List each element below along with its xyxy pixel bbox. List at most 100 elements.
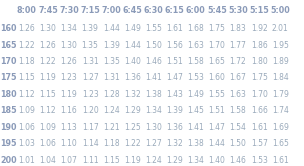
Text: 1.21: 1.21 <box>103 123 119 132</box>
Text: 1.86: 1.86 <box>251 41 268 49</box>
Text: 1.01: 1.01 <box>18 156 35 165</box>
Text: 8:00: 8:00 <box>17 6 37 15</box>
Text: 1.41: 1.41 <box>145 73 162 82</box>
Text: 5:45: 5:45 <box>207 6 227 15</box>
Text: 1.34: 1.34 <box>60 24 78 33</box>
Text: 1.50: 1.50 <box>230 139 247 148</box>
Text: 1.54: 1.54 <box>230 123 247 132</box>
Text: 1.92: 1.92 <box>251 24 268 33</box>
Text: 1.36: 1.36 <box>166 123 183 132</box>
Text: 160: 160 <box>0 24 17 33</box>
Text: 1.35: 1.35 <box>103 57 120 66</box>
Text: 1.22: 1.22 <box>124 139 141 148</box>
Text: 1.77: 1.77 <box>230 41 247 49</box>
Text: 6:45: 6:45 <box>123 6 142 15</box>
Text: 1.67: 1.67 <box>230 73 247 82</box>
Text: 1.40: 1.40 <box>209 156 225 165</box>
Text: 165: 165 <box>0 41 17 49</box>
Text: 5:30: 5:30 <box>228 6 248 15</box>
Text: 1.15: 1.15 <box>40 90 56 99</box>
Text: 1.47: 1.47 <box>209 123 225 132</box>
Text: 1.26: 1.26 <box>60 57 78 66</box>
Text: 1.22: 1.22 <box>19 41 35 49</box>
Text: 1.38: 1.38 <box>187 139 204 148</box>
Text: 1.41: 1.41 <box>187 123 204 132</box>
Text: 1.89: 1.89 <box>272 57 289 66</box>
Text: 1.44: 1.44 <box>209 139 225 148</box>
Text: 1.43: 1.43 <box>166 90 183 99</box>
Text: 1.30: 1.30 <box>40 24 56 33</box>
Text: 1.31: 1.31 <box>103 73 120 82</box>
Text: 1.03: 1.03 <box>18 139 35 148</box>
Text: 7:15: 7:15 <box>80 6 100 15</box>
Text: 1.34: 1.34 <box>187 156 204 165</box>
Text: 1.07: 1.07 <box>60 156 78 165</box>
Text: 1.22: 1.22 <box>40 57 56 66</box>
Text: 1.28: 1.28 <box>103 90 119 99</box>
Text: 1.49: 1.49 <box>187 90 204 99</box>
Text: 1.84: 1.84 <box>272 73 289 82</box>
Text: 1.26: 1.26 <box>40 41 56 49</box>
Text: 1.15: 1.15 <box>103 156 120 165</box>
Text: 1.80: 1.80 <box>251 57 268 66</box>
Text: 1.20: 1.20 <box>82 106 98 115</box>
Text: 1.23: 1.23 <box>82 90 98 99</box>
Text: 1.58: 1.58 <box>187 57 204 66</box>
Text: 1.45: 1.45 <box>187 106 204 115</box>
Text: 1.09: 1.09 <box>40 123 56 132</box>
Text: 6:30: 6:30 <box>144 6 163 15</box>
Text: 1.29: 1.29 <box>166 156 183 165</box>
Text: 1.65: 1.65 <box>272 139 289 148</box>
Text: 1.53: 1.53 <box>187 73 204 82</box>
Text: 1.47: 1.47 <box>166 73 183 82</box>
Text: 1.18: 1.18 <box>19 57 35 66</box>
Text: 1.24: 1.24 <box>103 106 120 115</box>
Text: 1.63: 1.63 <box>187 41 204 49</box>
Text: 1.19: 1.19 <box>124 156 141 165</box>
Text: 1.06: 1.06 <box>40 139 56 148</box>
Text: 1.44: 1.44 <box>103 24 120 33</box>
Text: 7:45: 7:45 <box>38 6 58 15</box>
Text: 1.39: 1.39 <box>82 24 98 33</box>
Text: 1.04: 1.04 <box>40 156 56 165</box>
Text: 1.70: 1.70 <box>209 41 225 49</box>
Text: 1.30: 1.30 <box>60 41 78 49</box>
Text: 1.61: 1.61 <box>251 123 268 132</box>
Text: 1.44: 1.44 <box>124 41 141 49</box>
Text: 1.17: 1.17 <box>82 123 98 132</box>
Text: 175: 175 <box>0 73 17 82</box>
Text: 1.09: 1.09 <box>18 106 35 115</box>
Text: 1.35: 1.35 <box>82 41 98 49</box>
Text: 7:30: 7:30 <box>59 6 79 15</box>
Text: 1.24: 1.24 <box>145 156 162 165</box>
Text: 1.27: 1.27 <box>82 73 98 82</box>
Text: 1.69: 1.69 <box>272 123 289 132</box>
Text: 1.32: 1.32 <box>124 90 141 99</box>
Text: 1.26: 1.26 <box>18 24 35 33</box>
Text: 1.39: 1.39 <box>103 41 120 49</box>
Text: 1.34: 1.34 <box>145 106 162 115</box>
Text: 1.12: 1.12 <box>40 106 56 115</box>
Text: 1.14: 1.14 <box>82 139 98 148</box>
Text: 1.68: 1.68 <box>187 24 204 33</box>
Text: 1.18: 1.18 <box>103 139 119 148</box>
Text: 1.32: 1.32 <box>166 139 183 148</box>
Text: 1.13: 1.13 <box>60 123 78 132</box>
Text: 1.19: 1.19 <box>60 90 78 99</box>
Text: 1.60: 1.60 <box>209 73 225 82</box>
Text: 1.23: 1.23 <box>60 73 78 82</box>
Text: 1.61: 1.61 <box>166 24 183 33</box>
Text: 1.57: 1.57 <box>251 139 268 148</box>
Text: 1.79: 1.79 <box>272 90 289 99</box>
Text: 1.40: 1.40 <box>124 57 141 66</box>
Text: 200: 200 <box>0 156 17 165</box>
Text: 1.83: 1.83 <box>230 24 247 33</box>
Text: 1.12: 1.12 <box>19 90 35 99</box>
Text: 1.75: 1.75 <box>209 24 225 33</box>
Text: 1.95: 1.95 <box>272 41 289 49</box>
Text: 1.49: 1.49 <box>124 24 141 33</box>
Text: 1.15: 1.15 <box>18 73 35 82</box>
Text: 1.55: 1.55 <box>145 24 162 33</box>
Text: 190: 190 <box>0 123 17 132</box>
Text: 5:00: 5:00 <box>271 6 290 15</box>
